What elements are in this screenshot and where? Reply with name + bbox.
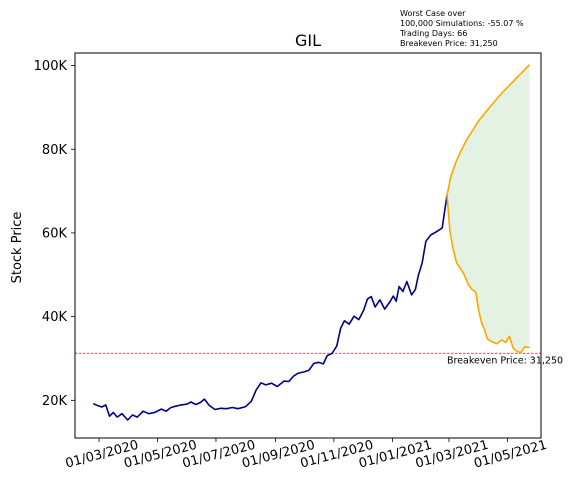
upper-simulation-line	[446, 64, 531, 196]
y-tick-label: 80K	[42, 143, 68, 158]
annotation-line-2: 100,000 Simulations: -55.07 %	[400, 19, 524, 28]
x-axis-ticks: 01/03/202001/05/202001/07/202001/09/2020…	[64, 438, 549, 472]
y-axis-label: Stock Price	[10, 212, 25, 284]
chart-title: GIL	[295, 31, 321, 50]
simulation-range-fill	[447, 64, 530, 353]
y-tick-label: 100K	[34, 59, 68, 74]
y-tick-label: 20K	[42, 394, 68, 409]
plot-frame	[74, 52, 542, 439]
historical-price-line	[92, 195, 448, 421]
y-tick-label: 40K	[42, 310, 68, 325]
y-tick-label: 60K	[42, 226, 68, 241]
annotation-line-3: Trading Days: 66	[399, 29, 467, 38]
breakeven-label: Breakeven Price: 31,250	[447, 355, 563, 366]
lower-simulation-line	[446, 195, 530, 354]
annotation-line-1: Worst Case over	[400, 9, 466, 18]
plot-layer	[75, 64, 541, 421]
annotation-line-4: Breakeven Price: 31,250	[400, 39, 498, 48]
simulation-annotation: Worst Case over 100,000 Simulations: -55…	[399, 9, 524, 48]
y-axis-ticks: 20K 40K 60K 80K 100K	[34, 59, 75, 409]
